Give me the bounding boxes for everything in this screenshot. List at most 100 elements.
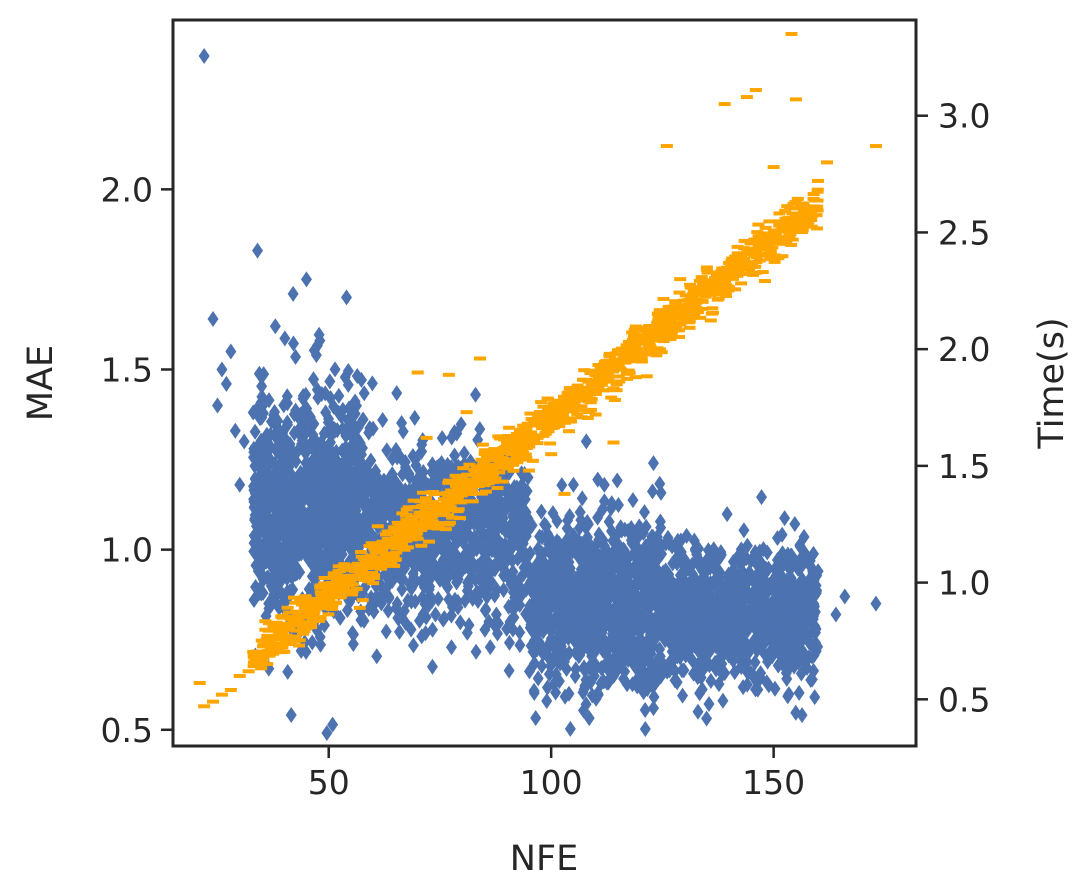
mae-point — [285, 706, 297, 723]
mae-point — [315, 447, 327, 464]
mae-point — [721, 639, 733, 656]
time-point — [786, 211, 799, 216]
mae-point — [839, 588, 851, 605]
time-point — [410, 533, 423, 538]
time-point — [672, 328, 685, 333]
mae-point — [349, 393, 361, 410]
time-point — [314, 583, 327, 588]
mae-point — [696, 557, 708, 574]
mae-point — [347, 635, 359, 652]
mae-point — [408, 550, 420, 567]
mae-point — [580, 433, 592, 450]
time-point — [773, 211, 786, 216]
time-point — [453, 477, 466, 482]
mae-point — [323, 523, 335, 540]
mae-point — [495, 497, 507, 514]
mae-point — [308, 439, 320, 456]
mae-point — [407, 637, 419, 654]
time-point — [496, 479, 509, 484]
time-point — [472, 484, 485, 489]
mae-point — [611, 472, 623, 489]
time-series — [193, 32, 882, 709]
mae-point — [756, 489, 768, 506]
mae-point — [332, 500, 344, 517]
mae-point — [540, 518, 552, 535]
mae-point — [449, 447, 461, 464]
mae-point — [735, 652, 747, 669]
mae-point — [521, 483, 533, 500]
time-point — [390, 550, 403, 555]
time-point — [594, 366, 607, 371]
mae-point — [249, 471, 261, 488]
mae-point — [696, 681, 708, 698]
mae-point — [699, 659, 711, 676]
time-point — [497, 465, 510, 470]
mae-point — [809, 689, 821, 706]
time-point — [542, 397, 555, 402]
time-point — [687, 286, 700, 291]
mae-point — [794, 618, 806, 635]
time-point — [289, 600, 302, 605]
mae-point — [607, 585, 619, 602]
mae-point — [741, 537, 753, 554]
time-point — [555, 409, 568, 414]
mae-point — [789, 515, 801, 532]
mae-point — [532, 670, 544, 687]
mae-point — [301, 517, 313, 534]
mae-point — [452, 548, 464, 565]
mae-point — [308, 569, 320, 586]
time-point — [729, 287, 742, 292]
mae-point — [382, 602, 394, 619]
mae-point — [329, 361, 341, 378]
time-point — [632, 340, 645, 345]
time-point — [759, 225, 772, 230]
mae-point — [263, 572, 275, 589]
time-point — [619, 360, 632, 365]
mae-point — [300, 271, 312, 288]
mae-point — [438, 610, 450, 627]
mae-point — [279, 547, 291, 564]
time-point — [254, 663, 267, 668]
mae-point — [479, 602, 491, 619]
mae-point — [342, 442, 354, 459]
mae-point — [701, 710, 713, 727]
mae-point — [396, 414, 408, 431]
mae-point — [514, 637, 526, 654]
time-point — [529, 422, 542, 427]
mae-point — [359, 474, 371, 491]
mae-point — [597, 501, 609, 518]
mae-point — [570, 618, 582, 635]
mae-point — [640, 518, 652, 535]
mae-point — [550, 666, 562, 683]
mae-point — [731, 640, 743, 657]
mae-point — [534, 528, 546, 545]
mae-point — [342, 363, 354, 380]
mae-point — [641, 618, 653, 635]
mae-point — [436, 455, 448, 472]
time-point — [768, 259, 781, 264]
mae-point — [630, 559, 642, 576]
mae-point — [332, 526, 344, 543]
time-point — [794, 217, 807, 222]
mae-point — [395, 485, 407, 502]
time-point — [735, 281, 748, 286]
time-point — [751, 240, 764, 245]
time-point — [287, 622, 300, 627]
mae-point — [680, 556, 692, 573]
mae-point — [550, 587, 562, 604]
time-point — [581, 416, 594, 421]
mae-point — [474, 421, 486, 438]
mae-point — [751, 598, 763, 615]
mae-point — [432, 590, 444, 607]
mae-point — [584, 623, 596, 640]
time-point — [610, 382, 623, 387]
mae-point — [327, 716, 339, 733]
mae-point — [402, 467, 414, 484]
time-point — [422, 522, 435, 527]
mae-point — [631, 620, 643, 637]
mae-point — [631, 530, 643, 547]
mae-point — [761, 544, 773, 561]
mae-point — [614, 634, 626, 651]
mae-point — [466, 545, 478, 562]
